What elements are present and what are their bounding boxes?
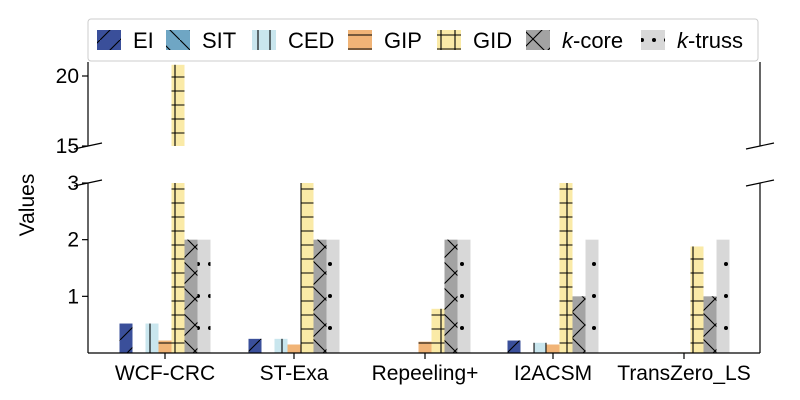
category-label: Repeeling+ bbox=[372, 362, 479, 385]
y-tick-label: 15 bbox=[56, 135, 79, 158]
ticks: 15 20 1 2 3 bbox=[56, 65, 88, 308]
bar-hatch bbox=[431, 308, 445, 353]
bar-hatch bbox=[326, 239, 340, 353]
y-tick-label: 1 bbox=[67, 285, 79, 308]
category-label: WCF-CRC bbox=[115, 362, 215, 385]
legend-swatch-hatch bbox=[437, 30, 461, 50]
legend-frame bbox=[87, 18, 759, 62]
legend-label-text: -truss bbox=[688, 28, 743, 53]
legend-label: k-core bbox=[562, 28, 623, 53]
bar-hatch bbox=[300, 183, 314, 353]
legend-label-text: EI bbox=[133, 28, 154, 53]
bar-hatch bbox=[457, 239, 471, 353]
category-label: ST-Exa bbox=[260, 362, 329, 385]
bar-hatch bbox=[171, 64, 185, 146]
bar-hatch bbox=[274, 338, 288, 353]
bar-hatch bbox=[546, 344, 560, 353]
bars-lower bbox=[119, 183, 730, 353]
bar-hatch bbox=[119, 323, 133, 353]
legend: EI SIT CED GIP GID k-core k-truss bbox=[87, 18, 759, 62]
legend-label-text: -core bbox=[573, 28, 623, 53]
bar-hatch bbox=[507, 340, 521, 353]
legend-swatch-hatch bbox=[348, 30, 372, 50]
axis-break-mark bbox=[745, 179, 775, 187]
legend-swatch-hatch bbox=[252, 30, 276, 50]
legend-label: GIP bbox=[384, 28, 422, 53]
y-tick-label: 20 bbox=[56, 65, 79, 88]
bar-hatch bbox=[248, 338, 262, 353]
bar-hatch bbox=[184, 239, 198, 353]
legend-label-text: GID bbox=[473, 28, 512, 53]
y-axis-title: Values bbox=[16, 174, 39, 237]
legend-swatch-hatch bbox=[97, 30, 121, 50]
legend-label: SIT bbox=[202, 28, 236, 53]
legend-swatch-hatch bbox=[641, 30, 665, 50]
legend-label: GID bbox=[473, 28, 512, 53]
legend-label: EI bbox=[133, 28, 154, 53]
bar-hatch bbox=[287, 344, 301, 353]
y-tick-label: 3 bbox=[67, 172, 79, 195]
bar-hatch bbox=[171, 183, 185, 353]
legend-label: CED bbox=[288, 28, 334, 53]
legend-label: k-truss bbox=[677, 28, 743, 53]
legend-label-italic: k bbox=[677, 28, 689, 53]
bar-hatch bbox=[716, 239, 730, 353]
legend-label-text: SIT bbox=[202, 28, 236, 53]
legend-label-italic: k bbox=[562, 28, 574, 53]
legend-label-text: GIP bbox=[384, 28, 422, 53]
bar-hatch bbox=[703, 296, 717, 353]
bar-hatch bbox=[559, 183, 573, 353]
category-labels: WCF-CRC ST-Exa Repeeling+ I2ACSM TransZero_L… bbox=[115, 353, 751, 385]
bar-hatch bbox=[444, 239, 458, 353]
category-label: TransZero_LS bbox=[617, 362, 750, 385]
bar-hatch bbox=[572, 296, 586, 353]
bar-hatch bbox=[313, 239, 327, 353]
legend-swatch-hatch bbox=[526, 30, 550, 50]
bar-hatch bbox=[418, 341, 432, 353]
bar-hatch bbox=[197, 239, 211, 353]
axis-break-mark bbox=[745, 142, 775, 150]
bar-hatch bbox=[145, 323, 159, 353]
category-label: I2ACSM bbox=[514, 362, 592, 385]
bar-hatch bbox=[690, 246, 704, 353]
bar-hatch bbox=[533, 342, 547, 353]
bars-upper bbox=[171, 64, 185, 146]
bar-hatch bbox=[585, 239, 599, 353]
legend-label-text: CED bbox=[288, 28, 334, 53]
legend-swatch-hatch bbox=[166, 30, 190, 50]
bar-hatch bbox=[158, 340, 172, 353]
y-tick-label: 2 bbox=[67, 229, 79, 252]
